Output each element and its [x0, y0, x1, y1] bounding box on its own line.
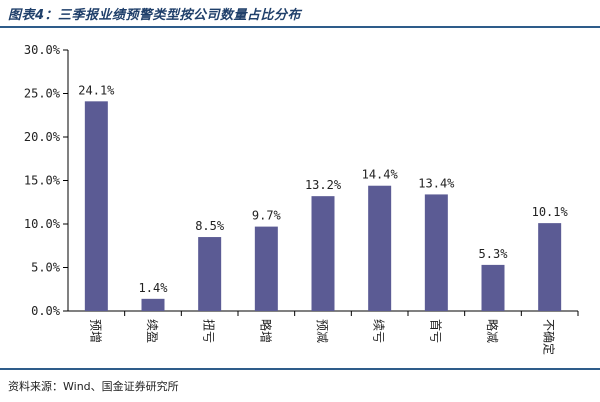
- data-label: 8.5%: [195, 219, 225, 233]
- y-tick-label: 15.0%: [24, 174, 61, 188]
- y-tick-label: 5.0%: [31, 261, 61, 275]
- y-tick-label: 25.0%: [24, 87, 61, 101]
- y-tick-label: 30.0%: [24, 43, 61, 57]
- data-label: 13.2%: [305, 178, 342, 192]
- x-tick-label: 扭亏: [202, 319, 216, 343]
- data-label: 5.3%: [479, 247, 509, 261]
- bar: [481, 264, 505, 311]
- bar-chart: 0.0% 5.0% 10.0% 15.0% 20.0% 25.0% 30.0% 24.1% 预增…: [24, 43, 579, 355]
- source-bar: 资料来源：Wind、国金证券研究所: [0, 368, 600, 402]
- data-label: 14.4%: [362, 168, 399, 182]
- data-label: 1.4%: [139, 281, 169, 295]
- data-label: 9.7%: [252, 209, 282, 223]
- y-tick-label: 20.0%: [24, 130, 61, 144]
- x-tick-label: 续盈: [145, 319, 159, 343]
- bar: [254, 226, 278, 311]
- bar: [198, 237, 222, 311]
- bar: [368, 185, 392, 311]
- x-tick-label: 预增: [88, 319, 102, 343]
- source-note: 资料来源：Wind、国金证券研究所: [8, 380, 179, 393]
- y-tick-label: 10.0%: [24, 217, 61, 231]
- x-tick-label: 预减: [315, 319, 329, 343]
- data-label: 10.1%: [532, 205, 569, 219]
- bar: [311, 196, 335, 311]
- bar: [84, 101, 108, 311]
- data-label: 13.4%: [418, 176, 455, 190]
- data-label: 24.1%: [78, 83, 115, 97]
- bar: [538, 223, 562, 311]
- chart-title: 图表4：三季报业绩预警类型按公司数量占比分布: [8, 7, 302, 23]
- x-tick-label: 略增: [258, 319, 273, 343]
- x-tick-label: 略减: [485, 319, 500, 343]
- bar: [424, 194, 448, 311]
- x-tick-label: 首亏: [428, 319, 442, 343]
- x-tick-label: 续亏: [372, 319, 386, 343]
- x-tick-label: 不确定: [542, 319, 557, 355]
- bar: [141, 298, 165, 311]
- title-bar: 图表4：三季报业绩预警类型按公司数量占比分布: [0, 0, 600, 28]
- y-tick-label: 0.0%: [31, 304, 61, 318]
